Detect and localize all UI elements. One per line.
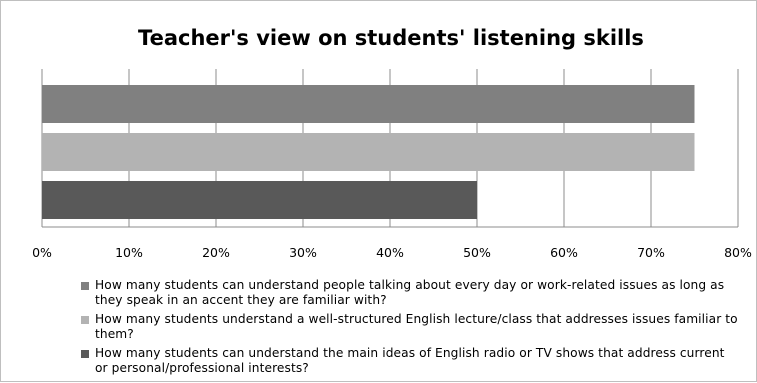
legend: How many students can understand people … (81, 278, 741, 380)
legend-swatch-2 (81, 316, 89, 324)
x-tick-label: 40% (376, 245, 404, 260)
x-tick-label: 0% (32, 245, 52, 260)
legend-label-1: How many students can understand people … (95, 278, 725, 307)
x-tick-label: 80% (724, 245, 752, 260)
x-tick-label: 20% (202, 245, 230, 260)
legend-item: How many students can understand the mai… (81, 346, 741, 376)
legend-swatch-3 (81, 350, 89, 358)
x-tick-label: 70% (637, 245, 665, 260)
bars (42, 85, 695, 219)
x-tick-label: 30% (289, 245, 317, 260)
x-axis-ticks: 0% 10% 20% 30% 40% 50% 60% 70% 80% (32, 245, 752, 260)
legend-swatch-1 (81, 282, 89, 290)
legend-item: How many students understand a well-stru… (81, 312, 741, 342)
bar-1 (42, 85, 695, 123)
x-tick-label: 60% (550, 245, 578, 260)
chart-title: Teacher's view on students' listening sk… (138, 26, 644, 50)
x-tick-label: 50% (463, 245, 491, 260)
x-tick-label: 10% (115, 245, 143, 260)
bar-2 (42, 133, 695, 171)
legend-label-2: How many students understand a well-stru… (95, 312, 738, 341)
legend-item: How many students can understand people … (81, 278, 741, 308)
legend-label-3: How many students can understand the mai… (95, 346, 725, 375)
bar-3 (42, 181, 477, 219)
